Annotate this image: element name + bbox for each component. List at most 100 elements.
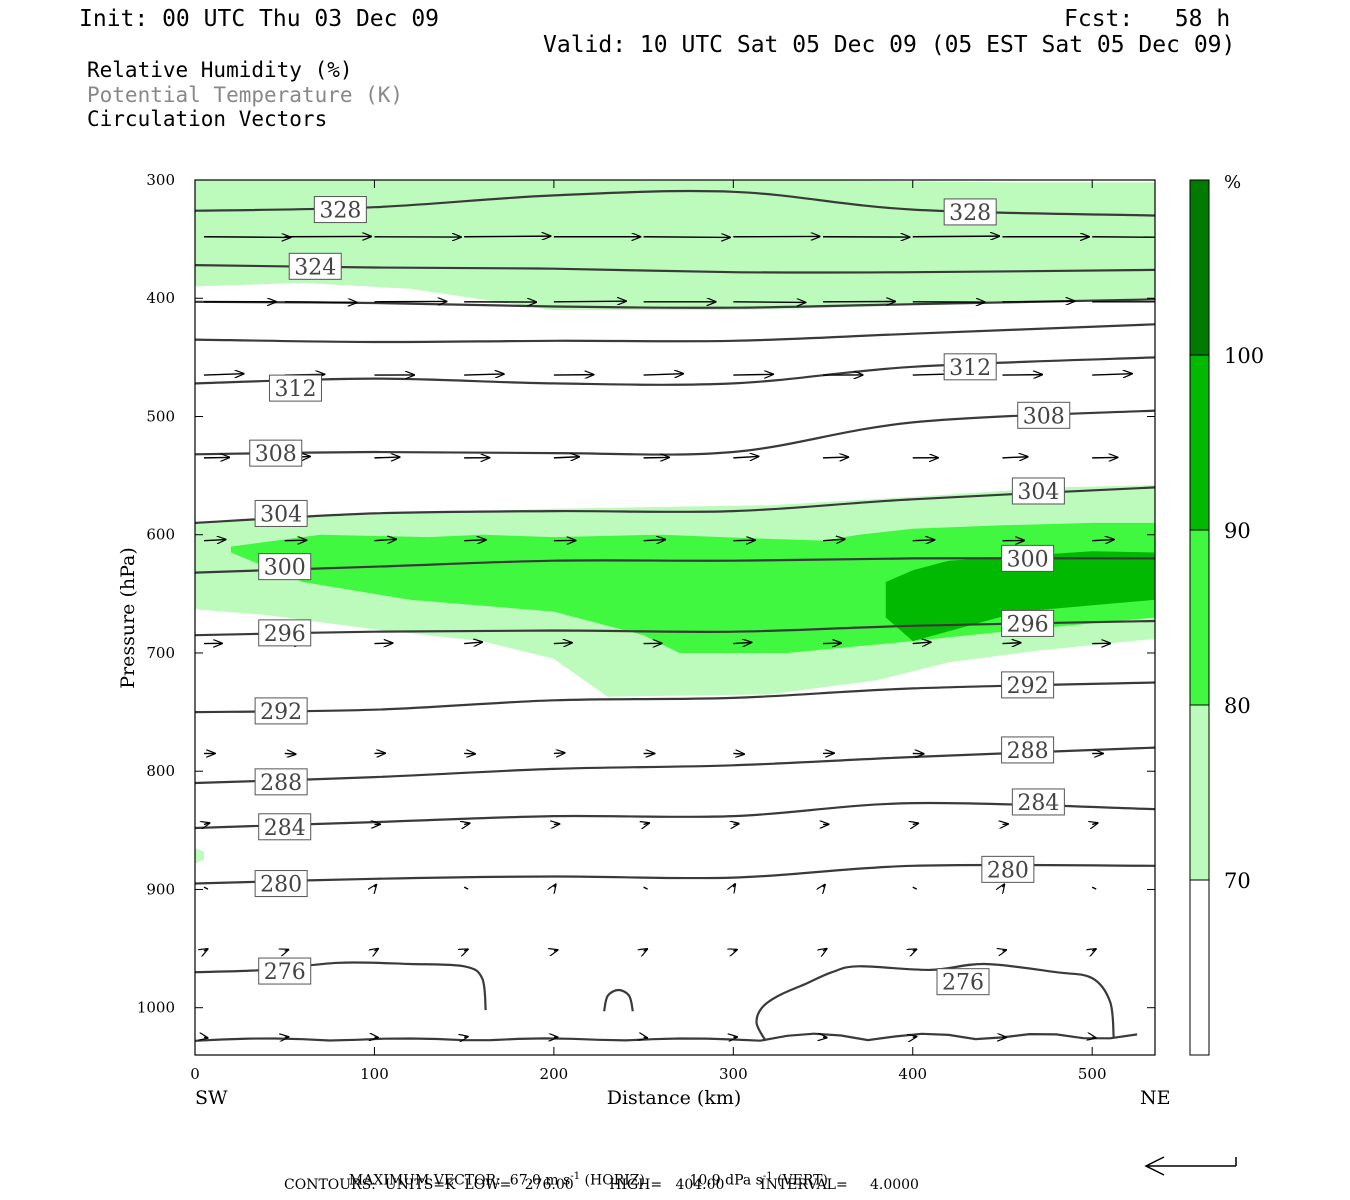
theta-label: 300 xyxy=(1007,547,1049,572)
theta-label: 292 xyxy=(260,700,302,725)
x-tick-label: 100 xyxy=(360,1065,389,1083)
theta-label: 276 xyxy=(264,960,306,985)
circulation-vector xyxy=(1002,884,1004,887)
colorbar-swatch xyxy=(1190,355,1209,530)
vert-unit-tail: (VERT) xyxy=(777,1172,828,1189)
colorbar-swatch xyxy=(1190,705,1209,880)
y-tick-label: 900 xyxy=(146,880,175,898)
circulation-vector xyxy=(553,457,579,458)
x-axis-title: Distance (km) xyxy=(607,1087,742,1109)
theta-contour-280 xyxy=(195,863,1155,885)
valid-time: Valid: 10 UTC Sat 05 Dec 09 (05 EST Sat … xyxy=(543,32,1236,58)
theta-label: 280 xyxy=(987,858,1029,883)
circulation-vector xyxy=(204,949,208,951)
theta-contour-304 xyxy=(195,486,1155,524)
theta-contour-308 xyxy=(195,409,1155,456)
theta-label-box xyxy=(1001,671,1055,699)
circulation-vector xyxy=(463,886,469,890)
circulation-vector xyxy=(823,949,827,951)
theta-label-box xyxy=(258,813,312,841)
theta-contour-300 xyxy=(195,557,1155,574)
theta-label: 328 xyxy=(949,201,991,226)
x-end-label-left: SW xyxy=(195,1087,228,1109)
circulation-vector xyxy=(913,823,918,824)
x-tick-label: 0 xyxy=(190,1065,200,1083)
circulation-vector xyxy=(1092,823,1097,824)
circulation-vector xyxy=(203,886,209,890)
axes: 0 100 200 300 400 500 300 400 500 600 700 800 900 100… xyxy=(137,171,1155,1083)
circulation-vector xyxy=(733,642,751,643)
theta-label-box xyxy=(258,553,312,581)
colorbar-level-label: 70 xyxy=(1224,869,1251,893)
theta-label-box xyxy=(943,198,997,226)
colorbar-swatch xyxy=(1190,880,1209,1055)
footer-max-vector: MAXIMUM VECTOR: 67.0 m s-1 (HORIZ) 10.9 … xyxy=(340,1158,828,1188)
circulation-vector xyxy=(733,950,737,951)
theta-label: 284 xyxy=(264,816,306,841)
theta-label: 288 xyxy=(1007,739,1049,764)
theta-contour-276 xyxy=(755,962,1115,1042)
circulation-vector xyxy=(203,374,244,375)
theta-label: 288 xyxy=(260,771,302,796)
theta-label: 300 xyxy=(264,556,306,581)
circulation-vector xyxy=(374,885,376,887)
circulation-vector xyxy=(1002,643,1020,644)
circulation-vector xyxy=(733,753,744,754)
theta-label-box xyxy=(1011,477,1065,505)
circulation-vector xyxy=(912,642,931,643)
y-tick-label: 300 xyxy=(146,171,175,189)
circulation-vector xyxy=(374,949,378,951)
theta-label-box xyxy=(313,196,367,224)
colorbar-frame xyxy=(1189,179,1210,1056)
theta-label-box xyxy=(943,353,997,381)
circulation-vector xyxy=(1091,886,1097,890)
theta-label-box xyxy=(254,499,308,527)
theta-contour-284 xyxy=(195,801,1155,830)
legend-theta: Potential Temperature (K) xyxy=(87,83,404,107)
theta-label-box xyxy=(936,968,990,996)
theta-label-box xyxy=(1011,788,1065,816)
circulation-vector xyxy=(733,456,758,457)
circulation-vector xyxy=(913,1037,917,1038)
y-tick-label: 400 xyxy=(146,289,175,307)
circulation-vector xyxy=(822,539,845,540)
circulation-vector xyxy=(644,949,648,951)
theta-label: 296 xyxy=(264,622,306,647)
theta-label-box xyxy=(254,870,308,898)
max-vector-label: MAXIMUM VECTOR: xyxy=(348,1172,501,1189)
circulation-vector xyxy=(644,823,649,824)
circulation-vector xyxy=(912,886,918,890)
theta-label: 304 xyxy=(1017,480,1059,505)
theta-label: 292 xyxy=(1007,674,1049,699)
circulation-vector xyxy=(204,1037,208,1038)
circulation-vector xyxy=(464,949,468,951)
circulation-vector xyxy=(374,539,396,540)
circulation-vector xyxy=(203,237,290,238)
theta-label-box xyxy=(268,374,322,402)
circulation-vector xyxy=(644,1037,648,1038)
x-tick-label: 400 xyxy=(898,1065,927,1083)
theta-label-box xyxy=(258,957,312,985)
theta-label-box xyxy=(981,855,1035,883)
colorbar: 70 80 90 100 xyxy=(1189,179,1264,1056)
circulation-vector xyxy=(733,824,738,825)
circulation-vector xyxy=(643,540,666,541)
circulation-vector xyxy=(912,540,935,541)
reference-vector-arrow xyxy=(1144,1156,1237,1176)
circulation-vector xyxy=(733,302,805,303)
theta-label-box xyxy=(249,439,303,467)
circulation-vector xyxy=(733,884,735,887)
circulation-vector xyxy=(733,374,773,375)
circulation-vector xyxy=(823,457,848,458)
rh-region-90 xyxy=(885,551,1155,642)
legend-vectors: Circulation Vectors xyxy=(87,107,328,131)
circulation-vector xyxy=(643,374,684,375)
circulation-vector xyxy=(553,643,572,644)
forecast-hour: Fcst: 58 h xyxy=(1064,6,1231,32)
circulation-vector xyxy=(464,823,469,824)
theta-label: 304 xyxy=(260,502,302,527)
y-tick-label: 600 xyxy=(146,526,175,544)
theta-label: 324 xyxy=(294,255,336,280)
y-tick-label: 1000 xyxy=(137,999,175,1017)
